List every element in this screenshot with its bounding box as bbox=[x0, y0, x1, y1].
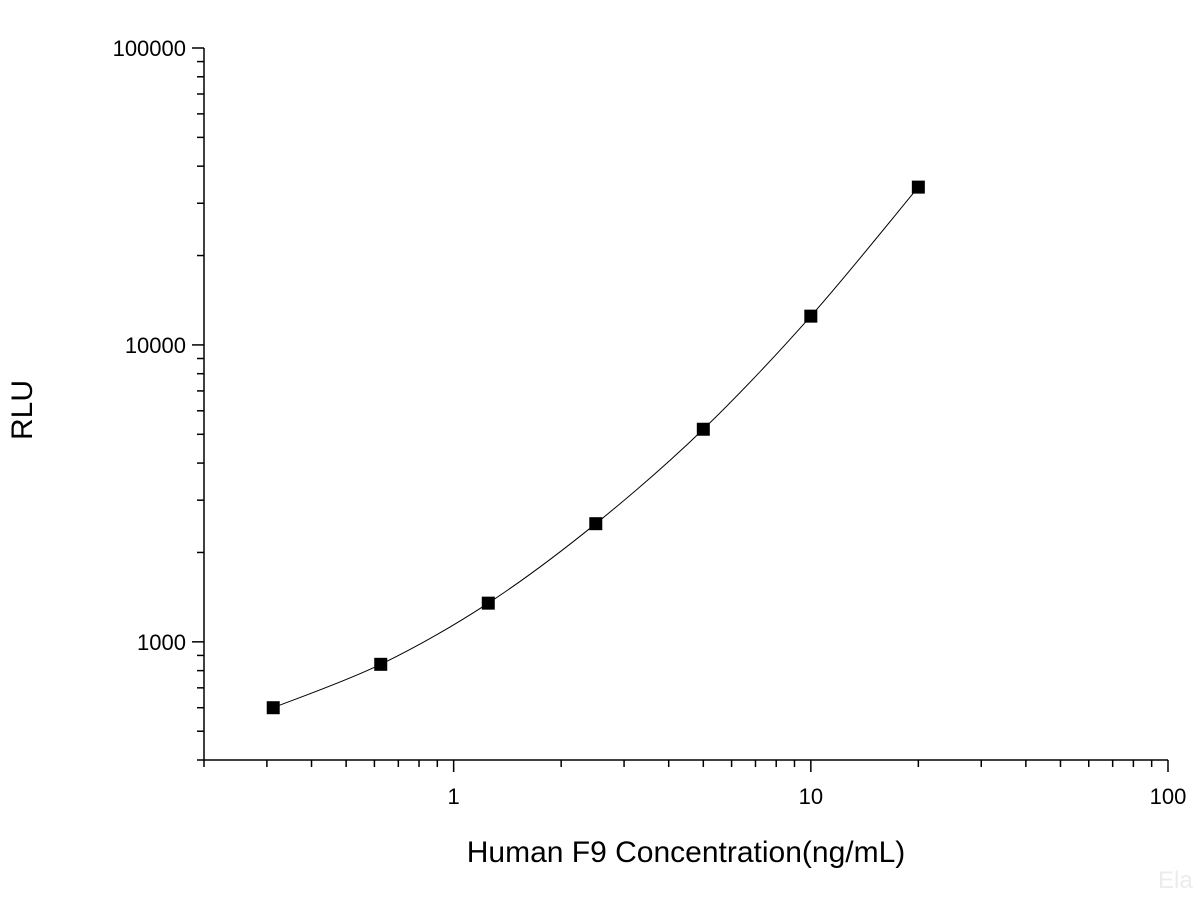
x-tick-label: 1 bbox=[448, 784, 460, 809]
ticks bbox=[192, 47, 1169, 772]
y-tick-label: 10000 bbox=[125, 333, 186, 358]
y-tick-label: 100000 bbox=[113, 36, 186, 61]
data-points bbox=[266, 180, 925, 715]
tick-labels: 1 10 100 1000 10000 100000 bbox=[113, 36, 1187, 809]
data-point bbox=[481, 596, 495, 610]
axes bbox=[203, 48, 1168, 761]
data-point bbox=[911, 180, 925, 194]
data-point bbox=[589, 517, 603, 531]
data-point bbox=[374, 657, 388, 671]
data-point bbox=[266, 701, 280, 715]
data-point bbox=[696, 422, 710, 436]
x-tick-label: 100 bbox=[1150, 784, 1187, 809]
standard-curve-line bbox=[273, 186, 919, 709]
y-axis-title: RLU bbox=[6, 380, 39, 440]
y-tick-label: 1000 bbox=[137, 630, 186, 655]
x-tick-label: 10 bbox=[799, 784, 823, 809]
x-axis-title: Human F9 Concentration(ng/mL) bbox=[467, 836, 906, 869]
data-point bbox=[804, 309, 818, 323]
watermark-text: Ela bbox=[1158, 867, 1193, 894]
